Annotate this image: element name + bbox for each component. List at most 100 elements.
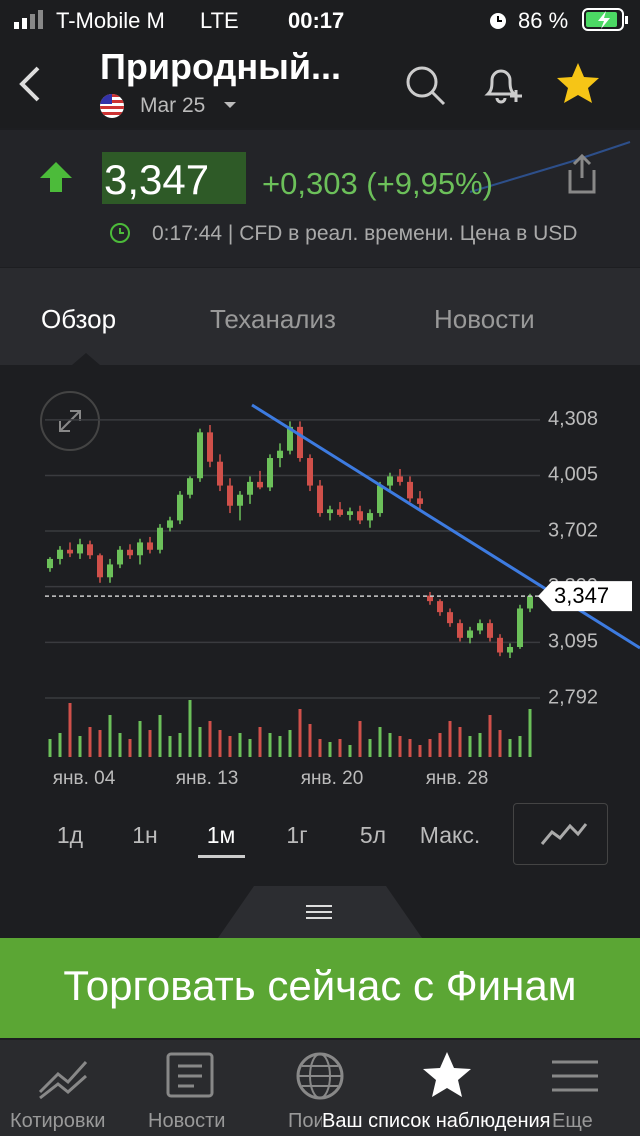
volume-bar xyxy=(368,739,372,757)
candle-body xyxy=(507,646,513,653)
clock: 00:17 xyxy=(288,8,345,33)
volume-bar xyxy=(478,733,482,757)
drawer-handle[interactable] xyxy=(218,886,422,938)
volume-bar xyxy=(278,736,282,757)
volume-bar xyxy=(418,745,422,757)
candle-body xyxy=(527,596,533,609)
tab[interactable]: Новости xyxy=(434,304,535,334)
volume-bar xyxy=(88,727,92,757)
share-button[interactable] xyxy=(562,152,602,196)
volume-bar xyxy=(328,742,332,757)
volume-bar xyxy=(228,736,232,757)
x-tick-label: янв. 28 xyxy=(426,768,489,789)
last-price-label: 3,347 xyxy=(554,583,609,608)
volume-bar xyxy=(78,736,82,757)
candle-body xyxy=(487,623,493,638)
range-button[interactable]: 1г xyxy=(286,822,308,848)
volume-bar xyxy=(318,739,322,757)
back-button[interactable] xyxy=(16,64,46,104)
chart-type-icon xyxy=(540,823,588,845)
volume-bar xyxy=(158,715,162,757)
candle-body xyxy=(367,513,373,521)
volume-bar xyxy=(528,709,532,757)
volume-bar xyxy=(128,739,132,757)
range-button[interactable]: 5л xyxy=(359,822,387,848)
volume-bar xyxy=(438,733,442,757)
candle-body xyxy=(407,481,413,499)
volume-bar xyxy=(358,721,362,757)
candle-body xyxy=(257,481,263,488)
range-button[interactable]: Макс. xyxy=(419,822,481,848)
chart-type-button[interactable] xyxy=(513,803,608,865)
status-bar: T-Mobile M LTE 00:17 86 % xyxy=(0,0,640,40)
candle-body xyxy=(267,458,273,488)
battery-level: 86 % xyxy=(518,8,569,33)
tab[interactable]: Обзор xyxy=(41,304,117,334)
range-button[interactable]: 1д xyxy=(56,822,84,848)
clock-icon xyxy=(110,223,130,243)
signal-icon xyxy=(14,10,43,29)
volume-bar xyxy=(48,739,52,757)
sparkline-decoration xyxy=(469,141,631,193)
volume-bar xyxy=(108,715,112,757)
tab-pointer xyxy=(72,353,100,365)
candle-body xyxy=(97,555,103,578)
volume-bar xyxy=(498,730,502,757)
volume-bar xyxy=(518,736,522,757)
candle-body xyxy=(127,549,133,556)
tab-bar: Обзор Теханализ Новости xyxy=(0,268,640,365)
volume-bar xyxy=(98,730,102,757)
quote-panel: 3,347 +0,303 (+9,95%) 0:17:44 | CFD в ре… xyxy=(0,130,640,267)
candle-body xyxy=(387,476,393,486)
volume-bar xyxy=(338,739,342,757)
candle-body xyxy=(447,612,453,624)
volume-bar xyxy=(348,745,352,757)
nav-label[interactable]: Новости xyxy=(148,1110,226,1132)
volume-bar xyxy=(408,739,412,757)
bottom-nav: Котировки Новости Поиск Еще Ваш список н… xyxy=(0,1040,640,1136)
y-tick-label: 4,005 xyxy=(548,464,598,486)
candle-body xyxy=(357,511,363,521)
candle-body xyxy=(517,608,523,647)
candle-body xyxy=(87,544,93,556)
y-tick-label: 2,792 xyxy=(548,686,598,708)
price-change: +0,303 (+9,95%) xyxy=(262,166,493,201)
volume-bar xyxy=(248,739,252,757)
alert-button[interactable] xyxy=(478,60,526,108)
nav-label[interactable]: Котировки xyxy=(10,1110,106,1132)
watchlist-star[interactable] xyxy=(554,60,602,108)
candle-body xyxy=(327,509,333,514)
search-button[interactable] xyxy=(402,62,448,108)
candle-body xyxy=(157,527,163,550)
range-button[interactable]: 1н xyxy=(132,822,158,848)
volume-bar xyxy=(448,721,452,757)
up-arrow xyxy=(40,162,72,192)
candle-body xyxy=(417,498,423,504)
range-button[interactable]: 1м xyxy=(206,822,236,848)
nav-label[interactable]: Еще xyxy=(552,1110,593,1132)
candle-body xyxy=(437,601,443,613)
volume-bar xyxy=(148,730,152,757)
candle-body xyxy=(117,549,123,565)
volume-bar xyxy=(168,736,172,757)
contract-month[interactable]: Mar 25 xyxy=(140,94,206,117)
promo-banner[interactable]: Торговать сейчас с Финам xyxy=(0,938,640,1038)
candle-body xyxy=(187,478,193,495)
volume-bar xyxy=(458,727,462,757)
volume-bar xyxy=(138,721,142,757)
candle-body xyxy=(457,623,463,638)
tab[interactable]: Теханализ xyxy=(210,304,336,334)
candle-body xyxy=(197,432,203,479)
price-highlight xyxy=(102,152,246,204)
volume-bar xyxy=(118,733,122,757)
volume-bar xyxy=(488,715,492,757)
x-tick-label: янв. 04 xyxy=(53,768,116,789)
expand-button[interactable] xyxy=(40,391,100,451)
network: LTE xyxy=(200,8,239,33)
candle-body xyxy=(397,476,403,482)
candle-body xyxy=(337,509,343,515)
candle-body xyxy=(307,458,313,486)
candle-body xyxy=(497,637,503,653)
